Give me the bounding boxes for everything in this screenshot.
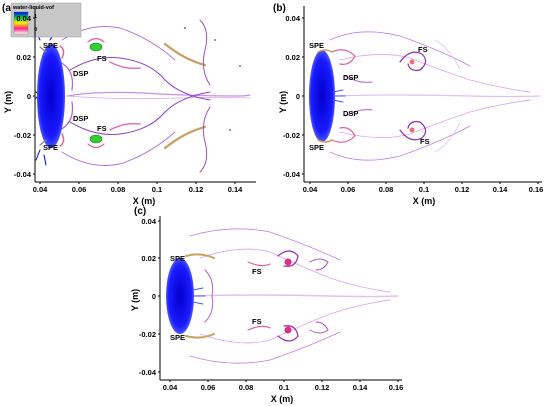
panel-c-xtick: 0.14 [353,383,368,392]
panel-b-annotation: DSP [343,73,358,82]
panel-a: (a) [2,2,256,206]
panel-a-annotation: SPE [43,143,58,152]
panel-c-ytick: 0 [152,292,156,301]
panel-b-xtick: 0.08 [379,185,394,194]
panel-b-ytick: 0 [296,92,300,101]
panel-a-ytick: 0.02 [16,53,31,62]
panel-a-ylabel: Y (m) [3,91,13,113]
panel-b-ytick: 0.04 [285,14,300,23]
panel-b-annotation: FS [420,137,430,146]
panel-a-xtick: 0.04 [33,185,48,194]
legend-tick-max: 1 [34,14,37,20]
panel-b-annotation: SPE [309,41,324,50]
panel-a-ytick: -0.02 [14,131,31,140]
panel-b-annotation: DSP [343,109,358,118]
legend-title: water-liquid-vof [12,5,54,11]
panel-c-xtick: 0.12 [315,383,330,392]
panel-b-annotation: SPE [309,143,324,152]
panel-a-annotation: FS [97,124,107,133]
panel-b-ytick: 0.02 [285,53,300,62]
panel-c-annotation: SPE [170,333,185,342]
panel-c: (c) SPE FS FS SPE [130,206,403,404]
panel-c-xtick: 0.08 [239,383,254,392]
panel-a-ytick: 0.04 [16,14,31,23]
panel-c-ytick: 0.04 [141,217,156,226]
panel-a-annotation: FS [97,54,107,63]
panel-c-ytick: -0.02 [139,330,156,339]
panel-a-annotation: DSP [73,114,88,123]
colorbar-legend: water-liquid-vof 1 0 [10,2,82,38]
panel-c-xtick: 0.16 [389,383,404,392]
panel-a-label: (a) [2,3,14,14]
panel-c-ylabel: Y (m) [130,289,140,311]
panel-c-label: (c) [134,206,146,217]
panel-c-axes [158,216,402,382]
panel-b-label: (b) [273,3,286,14]
legend-tick-min: 0 [34,27,37,33]
panel-a-xtick: 0.14 [228,185,243,194]
panel-c-annotation: FS [252,317,262,326]
panel-b-field [309,31,541,161]
panel-c-xlabel: X (m) [271,394,294,404]
panel-c-xtick: 0.1 [279,383,289,392]
panel-a-xtick: 0.08 [111,185,126,194]
panel-b-xtick: 0.04 [303,185,318,194]
panel-c-xtick: 0.04 [163,383,178,392]
panel-b-xtick: 0.12 [455,185,470,194]
panel-c-field [166,228,399,364]
panel-b-xtick: 0.16 [529,185,544,194]
panel-b-xlabel: X (m) [413,196,436,206]
panel-a-axes [33,6,256,184]
panel-a-xtick: 0.12 [189,185,204,194]
panel-b: (b) SPE DSP FS DSP FS SPE [273,3,543,206]
panel-a-xlabel: X (m) [133,196,156,206]
panel-a-annotation: DSP [73,69,88,78]
colorbar [13,11,29,35]
panel-b-ytick: -0.04 [283,170,301,179]
panel-c-xtick: 0.06 [201,383,216,392]
panel-a-annotation: SPE [43,41,58,50]
panel-a-xtick: 0.06 [72,185,87,194]
panel-b-xtick: 0.1 [419,185,429,194]
panel-c-annotation: SPE [170,254,185,263]
panel-c-ytick: -0.04 [139,368,157,377]
panel-a-xtick: 0.1 [152,185,162,194]
panel-b-annotation: FS [418,45,428,54]
panel-c-annotation: FS [252,267,262,276]
panel-c-ytick: 0.02 [141,254,156,263]
panel-a-field [35,19,251,173]
panel-b-ylabel: Y (m) [278,91,288,113]
panel-b-ytick: -0.02 [283,131,300,140]
panel-b-xtick: 0.06 [341,185,356,194]
panel-b-xtick: 0.14 [493,185,508,194]
panel-a-ytick: 0 [27,92,31,101]
panel-b-axes [302,6,542,184]
panel-a-ytick: -0.04 [14,170,32,179]
